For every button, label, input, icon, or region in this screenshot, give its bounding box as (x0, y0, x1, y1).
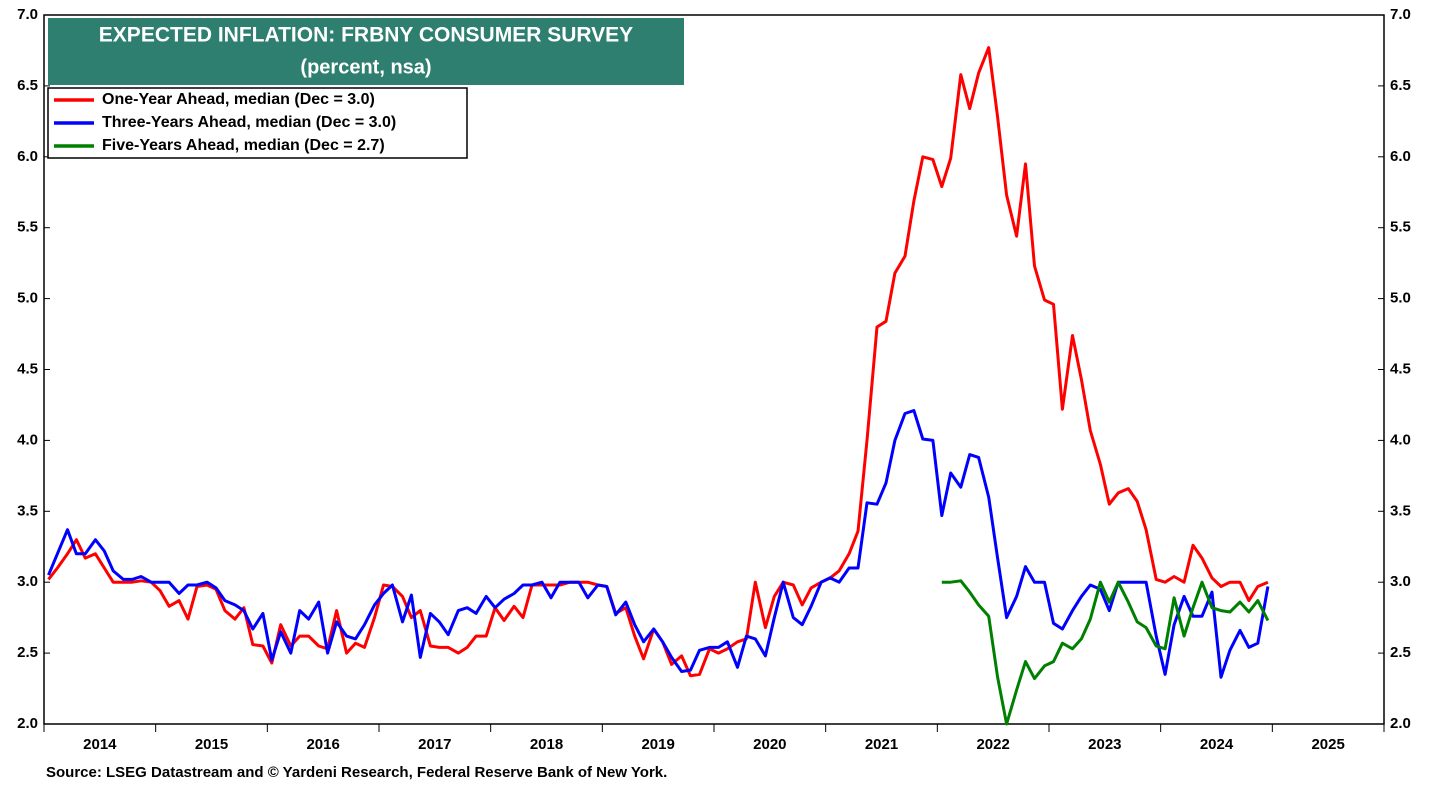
title-box (48, 18, 684, 85)
y-tick-label: 7.0 (17, 6, 38, 23)
y-tick-label: 6.0 (17, 148, 38, 165)
x-tick-label: 2020 (753, 736, 786, 753)
x-tick-label: 2014 (83, 736, 117, 753)
y-tick-label: 6.5 (17, 77, 38, 94)
x-tick-label: 2025 (1311, 736, 1344, 753)
y2-tick-label: 6.0 (1390, 148, 1411, 165)
y-tick-label: 4.0 (17, 431, 38, 448)
legend-label: One-Year Ahead, median (Dec = 3.0) (102, 91, 375, 108)
y2-tick-label: 5.0 (1390, 290, 1411, 307)
series-line (47, 409, 1270, 679)
y-tick-label: 2.0 (17, 715, 38, 732)
x-tick-label: 2019 (641, 736, 674, 753)
x-tick-label: 2015 (195, 736, 228, 753)
x-tick-label: 2024 (1200, 736, 1234, 753)
chart-subtitle: (percent, nsa) (300, 56, 431, 78)
y-tick-label: 5.0 (17, 290, 38, 307)
y2-tick-label: 4.0 (1390, 431, 1411, 448)
y-tick-label: 5.5 (17, 219, 38, 236)
x-tick-label: 2018 (530, 736, 563, 753)
source-note: Source: LSEG Datastream and © Yardeni Re… (46, 764, 667, 781)
y-tick-label: 3.0 (17, 573, 38, 590)
y2-tick-label: 7.0 (1390, 6, 1411, 23)
x-tick-label: 2022 (976, 736, 1009, 753)
x-tick-label: 2017 (418, 736, 451, 753)
y2-tick-label: 4.5 (1390, 360, 1411, 377)
y2-tick-label: 2.0 (1390, 715, 1411, 732)
y2-tick-label: 6.5 (1390, 77, 1411, 94)
legend-label: Five-Years Ahead, median (Dec = 2.7) (102, 137, 385, 154)
y2-tick-label: 3.0 (1390, 573, 1411, 590)
y-tick-label: 3.5 (17, 502, 38, 519)
x-tick-label: 2021 (865, 736, 898, 753)
chart-title: EXPECTED INFLATION: FRBNY CONSUMER SURVE… (99, 24, 633, 47)
y2-tick-label: 5.5 (1390, 219, 1411, 236)
y2-tick-label: 3.5 (1390, 502, 1411, 519)
y2-tick-label: 2.5 (1390, 644, 1411, 661)
x-tick-label: 2016 (306, 736, 339, 753)
legend-label: Three-Years Ahead, median (Dec = 3.0) (102, 114, 396, 131)
y-tick-label: 2.5 (17, 644, 38, 661)
x-tick-label: 2023 (1088, 736, 1121, 753)
y-tick-label: 4.5 (17, 360, 38, 377)
series-line (941, 579, 1270, 726)
legend-box (47, 87, 468, 159)
